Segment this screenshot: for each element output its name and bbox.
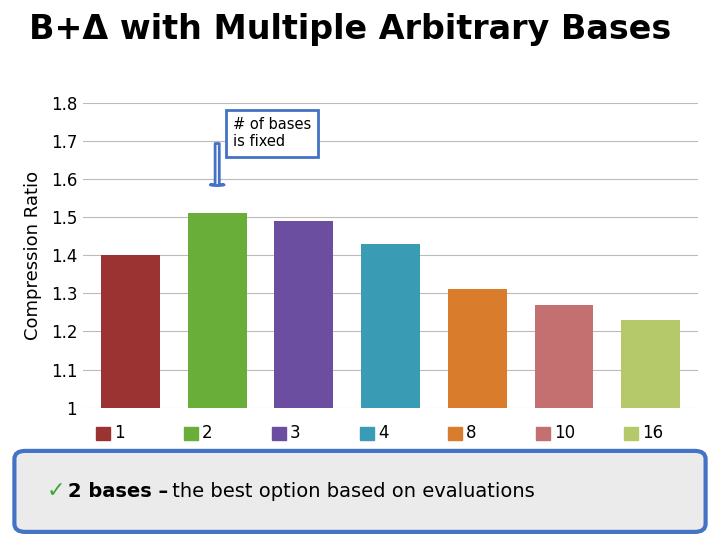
Bar: [188, 213, 247, 408]
Text: 4: 4: [378, 424, 388, 442]
Bar: [534, 305, 593, 408]
Text: ✓: ✓: [47, 481, 66, 502]
Bar: [101, 255, 160, 408]
Y-axis label: Compression Ratio: Compression Ratio: [24, 171, 42, 340]
Text: 1: 1: [114, 424, 125, 442]
Text: the best option based on evaluations: the best option based on evaluations: [166, 482, 534, 501]
Bar: [448, 289, 507, 408]
Text: 16: 16: [642, 424, 663, 442]
Text: 10: 10: [554, 424, 575, 442]
Text: 23: 23: [678, 519, 695, 534]
Text: B+Δ with Multiple Arbitrary Bases: B+Δ with Multiple Arbitrary Bases: [29, 14, 671, 46]
Text: 3: 3: [290, 424, 300, 442]
Bar: [621, 320, 680, 408]
Text: 8: 8: [466, 424, 476, 442]
Text: 2: 2: [202, 424, 212, 442]
Text: # of bases
is fixed: # of bases is fixed: [233, 117, 311, 149]
Bar: [361, 244, 420, 408]
Bar: [274, 221, 333, 408]
Text: 2 bases –: 2 bases –: [68, 482, 168, 501]
